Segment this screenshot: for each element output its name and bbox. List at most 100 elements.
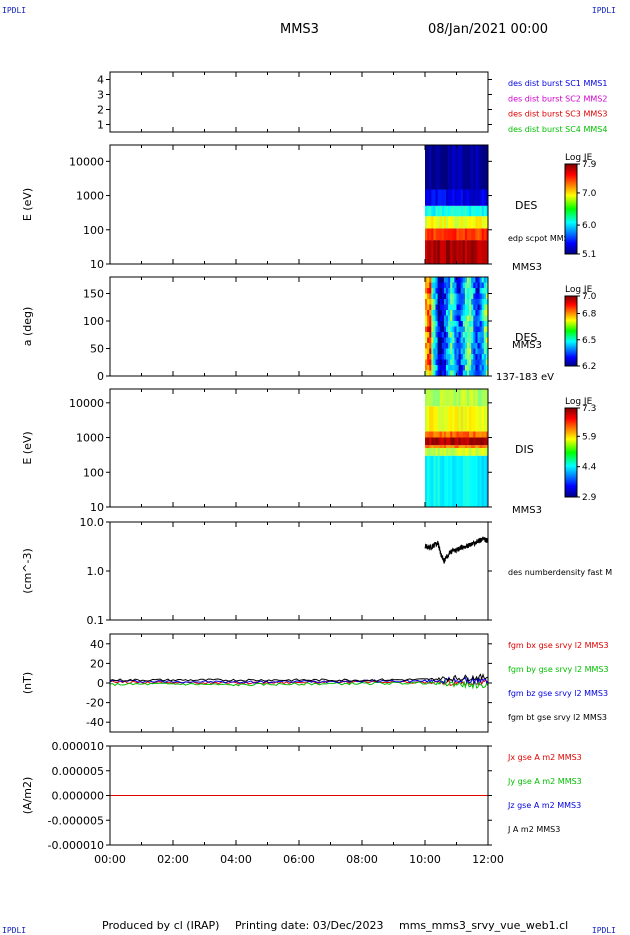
y-tick-label: 100 xyxy=(83,466,104,479)
spectrogram-cell xyxy=(485,293,489,300)
spectrogram-cell xyxy=(454,321,457,327)
spectrogram-cell xyxy=(435,354,438,360)
spectrogram-cell xyxy=(475,437,478,446)
spectrogram-cell xyxy=(433,365,436,371)
spectrogram-cell xyxy=(443,277,447,283)
spectrogram-cell xyxy=(443,321,447,327)
spectrogram-cell xyxy=(481,354,485,360)
multipanel-plot: 1 2 3 4 des dist burst SC1 MMS1 des dist burs… xyxy=(21,71,612,866)
spectrogram-cell xyxy=(429,389,432,407)
spectrogram-cell xyxy=(469,228,472,241)
spectrogram-cell xyxy=(467,228,470,241)
spectrogram-cell xyxy=(454,145,457,190)
spectrogram-cell xyxy=(462,293,466,300)
spectrogram-cell xyxy=(441,370,445,377)
spectrogram-cell xyxy=(458,216,462,229)
spectrogram-cell xyxy=(448,228,451,241)
spectrogram-cell xyxy=(456,445,459,448)
spectrogram-cell xyxy=(477,277,480,283)
spectrogram-cell xyxy=(467,455,470,507)
spectrogram-cell xyxy=(439,216,443,229)
spectrogram-cell xyxy=(429,145,432,190)
spectrogram-cell xyxy=(448,277,451,283)
spectrogram-cell xyxy=(485,315,489,322)
spectrogram-cell xyxy=(425,321,428,327)
spectrogram-cell xyxy=(454,437,457,446)
panel-current-density: -0.000010 -0.000005 0.000000 0.000005 0.0000… xyxy=(21,740,582,852)
spectrogram-cell xyxy=(481,228,485,241)
spectrogram-cell xyxy=(452,228,455,241)
spectrogram-cell xyxy=(483,332,487,338)
spacecraft-label: MMS3 xyxy=(512,505,542,516)
spectrogram-cell xyxy=(443,326,447,333)
spectrogram-cell xyxy=(443,445,447,448)
spectrogram-cell xyxy=(475,293,478,300)
spectrogram-cell xyxy=(479,228,483,241)
spectrogram-cell xyxy=(473,359,476,366)
spectrogram-cell xyxy=(456,343,459,349)
spectrogram-cell xyxy=(473,348,476,355)
spectrogram-cell xyxy=(458,448,462,456)
spectrogram-cell xyxy=(429,288,432,294)
spectrogram-cell xyxy=(458,370,462,377)
spectrogram-cell xyxy=(452,406,455,432)
spectrogram-cell xyxy=(425,455,428,507)
colorbar-tick-label: 7.0 xyxy=(582,189,597,199)
spectrogram-cell xyxy=(462,315,466,322)
spectrogram-cell xyxy=(437,277,441,283)
spectrogram-cell xyxy=(454,240,457,264)
spectrogram-cell xyxy=(429,337,432,344)
spectrogram-cell xyxy=(443,337,447,344)
y-tick-label: 1 xyxy=(97,119,104,132)
colorbar-title: Log JE xyxy=(565,153,593,163)
spectrogram-cell xyxy=(425,205,428,217)
spectrogram-cell xyxy=(439,448,443,456)
spectrogram-cell xyxy=(485,145,489,190)
spectrogram-cell xyxy=(460,216,464,229)
spectrogram-cell xyxy=(437,359,441,366)
spectrogram-cell xyxy=(483,365,487,371)
spectrogram-cell xyxy=(458,145,462,190)
legend-entry: des dist burst SC3 MMS3 xyxy=(508,110,607,119)
spectrogram-cell xyxy=(469,337,472,344)
spectrogram-cell xyxy=(439,337,443,344)
spectrogram-cell xyxy=(433,370,436,377)
spectrogram-cell xyxy=(439,299,443,305)
spectrogram-cell xyxy=(462,282,466,289)
spectrogram-cell xyxy=(479,288,483,294)
legend-entry: Jz gse A m2 MMS3 xyxy=(507,801,581,810)
spectrogram-cell xyxy=(439,315,443,322)
spectrogram-cell xyxy=(448,145,451,190)
spectrogram-cell xyxy=(469,299,472,305)
spectrogram-cell xyxy=(452,455,455,507)
spectrogram-cell xyxy=(475,304,478,311)
spectrogram-cell xyxy=(450,228,453,241)
spectrogram-cell xyxy=(477,455,480,507)
spectrogram-cell xyxy=(431,216,434,229)
spectrogram-cell xyxy=(427,145,430,190)
spectrogram-cell xyxy=(475,299,478,305)
spectrogram-cell xyxy=(469,343,472,349)
spectrogram-cell xyxy=(429,240,432,264)
spectrogram-cell xyxy=(481,326,485,333)
spectrogram-cell xyxy=(454,315,457,322)
spectrogram-cell xyxy=(477,228,480,241)
spectrogram-cell xyxy=(458,337,462,344)
spectrogram-cell xyxy=(435,370,438,377)
spectrogram-cell xyxy=(443,228,447,241)
spectrogram-cell xyxy=(458,431,462,438)
spectrogram-cell xyxy=(467,337,470,344)
spectrogram-cell xyxy=(464,343,468,349)
y-tick-label: 0.000010 xyxy=(52,740,105,753)
legend-entry: des dist burst SC2 MMS2 xyxy=(508,94,607,103)
colorbar xyxy=(564,407,578,498)
spectrogram-cell xyxy=(464,389,468,407)
spectrogram-cell xyxy=(448,189,451,206)
spectrogram-cell xyxy=(456,145,459,190)
spectrogram-cell xyxy=(443,354,447,360)
spectrogram-cell xyxy=(446,389,449,407)
spectrogram-cell xyxy=(448,431,451,438)
spectrogram-cell xyxy=(443,437,447,446)
spectrogram-cell xyxy=(479,354,483,360)
spectrogram-cell xyxy=(460,354,464,360)
